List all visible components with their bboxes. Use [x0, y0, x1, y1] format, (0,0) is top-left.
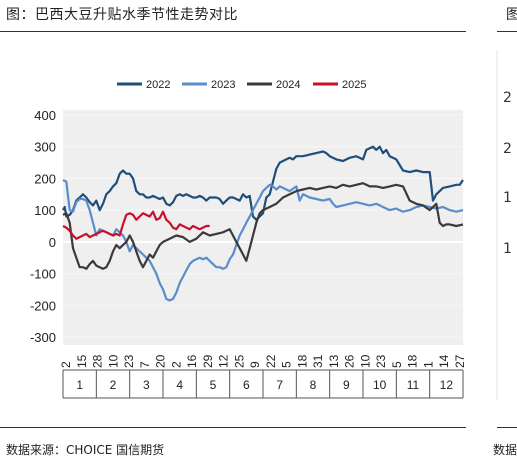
legend: 2022 2023 2024 2025: [117, 79, 366, 91]
x-day-label: 23: [122, 354, 136, 368]
x-axis-day-labels: 2 15 28 10 23 7 20 2 16 29 12 25 9 22 5 18 31 13 26 10 23 5 18…: [59, 354, 467, 368]
x-day-label: 29: [201, 354, 215, 368]
month-label: 8: [310, 378, 317, 392]
gridlines: [63, 114, 463, 338]
x-day-label: 26: [343, 354, 357, 368]
month-label: 11: [407, 378, 420, 392]
month-label: 3: [143, 378, 150, 392]
x-day-label: 31: [311, 354, 325, 368]
month-label: 1: [76, 378, 83, 392]
adjacent-tick-3: 1: [503, 190, 512, 206]
month-label: 6: [243, 378, 250, 392]
x-day-label: 13: [327, 354, 341, 368]
x-day-label: 28: [91, 354, 105, 368]
x-day-label: 2: [59, 361, 73, 368]
x-day-label: 25: [232, 354, 246, 368]
footer-rule: [0, 427, 466, 428]
y-tick-label: 100: [34, 203, 56, 218]
y-tick-label: -200: [30, 298, 56, 313]
adjacent-tick-4: 1: [503, 241, 512, 257]
month-label: 7: [276, 378, 283, 392]
x-day-label: 5: [280, 361, 294, 368]
x-day-label: 1: [421, 361, 435, 368]
series-lines: [62, 145, 464, 302]
series-line-2023: [62, 179, 464, 302]
x-day-label: 10: [106, 354, 120, 368]
month-label: 10: [373, 378, 387, 392]
y-tick-label: 200: [34, 171, 56, 186]
adjacent-title-rule: [497, 31, 517, 32]
series-line-2025: [62, 210, 210, 240]
month-label: 4: [176, 378, 183, 392]
x-day-label: 27: [453, 354, 467, 368]
y-tick-label: -100: [30, 267, 56, 282]
y-tick-label: 300: [34, 140, 56, 155]
legend-label-2024: 2024: [276, 79, 300, 91]
series-line-2024: [62, 182, 464, 270]
title-rule: [0, 31, 466, 32]
x-axis-month-labels: 1 2 3 4 5 6 7 8 9 10 11 12: [62, 369, 464, 399]
x-day-label: 18: [406, 354, 420, 368]
x-day-label: 12: [217, 354, 231, 368]
x-day-label: 9: [248, 361, 262, 368]
y-axis-ticks: 400 300 200 100 0 -100 -200 -300: [30, 108, 56, 345]
y-tick-label: 0: [49, 235, 56, 250]
adjacent-source-fragment: 数据: [493, 443, 517, 457]
x-day-label: 15: [75, 354, 89, 368]
legend-label-2022: 2022: [146, 79, 170, 91]
legend-label-2023: 2023: [211, 79, 235, 91]
x-day-label: 5: [390, 361, 404, 368]
month-label: 9: [343, 378, 350, 392]
adjacent-title-fragment: 图: [506, 7, 517, 23]
x-day-label: 16: [185, 354, 199, 368]
month-label: 2: [110, 378, 117, 392]
x-day-label: 14: [437, 354, 451, 368]
y-tick-label: -300: [30, 330, 56, 345]
x-day-label: 2: [169, 361, 183, 368]
source-note: 数据来源：CHOICE 国信期货: [6, 443, 165, 457]
chart-title: 图：巴西大豆升贴水季节性走势对比: [6, 7, 238, 23]
x-day-label: 10: [358, 354, 372, 368]
plot-background: [63, 110, 463, 345]
adjacent-tick-1: 2: [503, 90, 512, 106]
x-day-label: 22: [264, 354, 278, 368]
series-line-2022: [62, 145, 464, 221]
x-day-label: 20: [154, 354, 168, 368]
x-day-label: 7: [138, 361, 152, 368]
adjacent-footer-rule: [497, 427, 517, 428]
month-label: 12: [440, 378, 454, 392]
y-tick-label: 400: [34, 108, 56, 123]
x-day-label: 23: [374, 354, 388, 368]
month-label: 5: [210, 378, 217, 392]
x-day-label: 18: [295, 354, 309, 368]
legend-label-2025: 2025: [342, 79, 366, 91]
adjacent-tick-2: 2: [503, 141, 512, 157]
